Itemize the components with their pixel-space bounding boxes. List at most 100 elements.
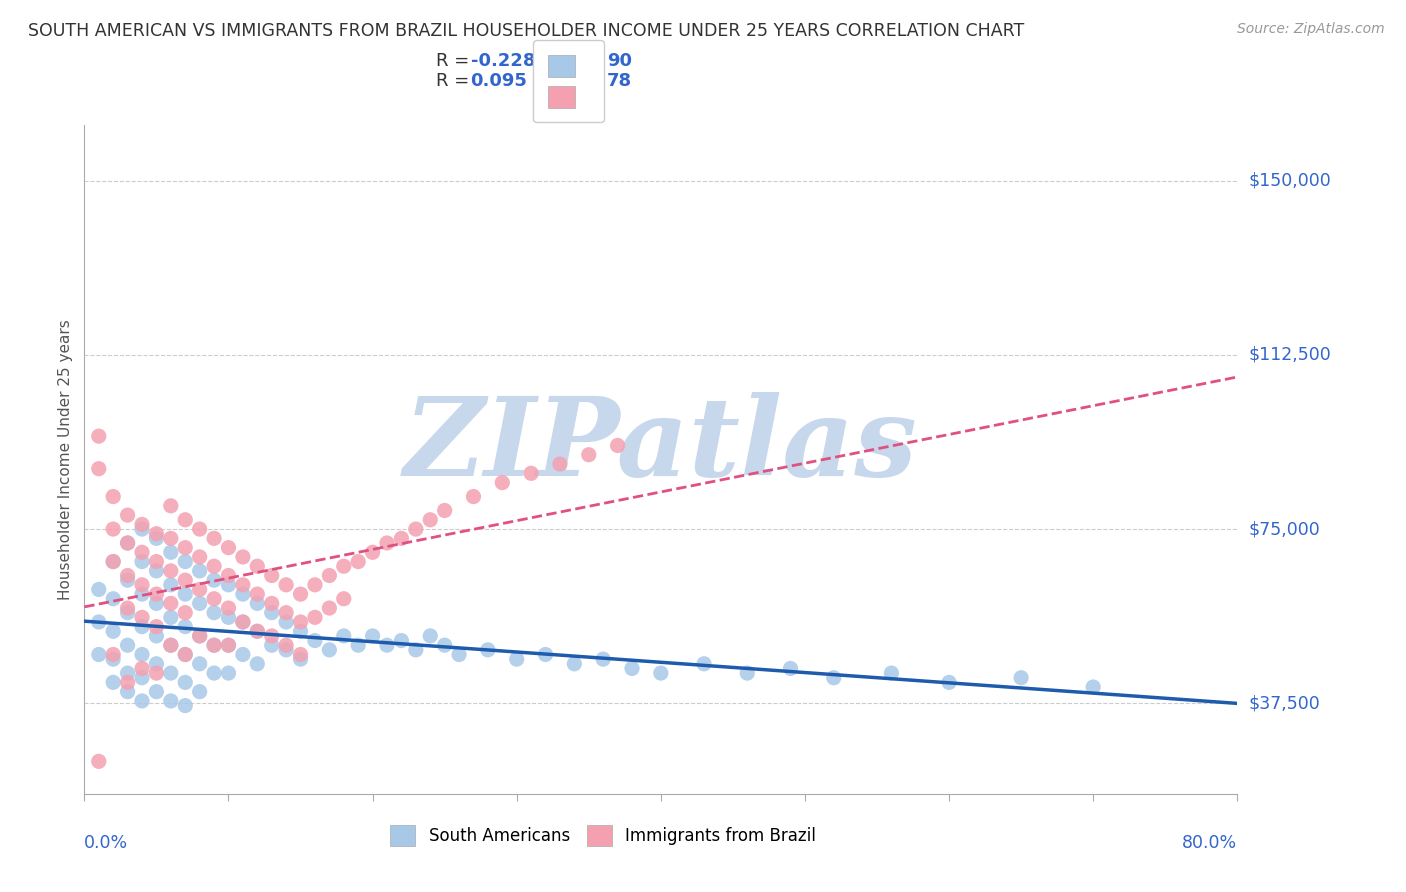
Point — [218, 666, 240, 681]
Point — [463, 490, 485, 504]
Point — [160, 610, 183, 624]
Point — [548, 457, 571, 471]
Point — [174, 555, 197, 569]
Point — [117, 536, 139, 550]
Point — [87, 615, 110, 629]
Point — [103, 648, 124, 662]
Point — [276, 638, 298, 652]
Point — [131, 619, 153, 633]
Point — [188, 549, 211, 564]
Point — [779, 661, 801, 675]
Point — [578, 448, 600, 462]
Point — [218, 601, 240, 615]
Point — [103, 675, 124, 690]
Point — [87, 755, 110, 769]
Point — [938, 675, 960, 690]
Point — [232, 648, 254, 662]
Point — [117, 666, 139, 681]
Point — [87, 582, 110, 597]
Point — [491, 475, 513, 490]
Point — [202, 638, 225, 652]
Point — [232, 578, 254, 592]
Point — [246, 624, 269, 639]
Text: 0.095: 0.095 — [471, 72, 527, 90]
Point — [160, 564, 183, 578]
Text: SOUTH AMERICAN VS IMMIGRANTS FROM BRAZIL HOUSEHOLDER INCOME UNDER 25 YEARS CORRE: SOUTH AMERICAN VS IMMIGRANTS FROM BRAZIL… — [28, 22, 1025, 40]
Point — [117, 638, 139, 652]
Text: -0.228: -0.228 — [471, 53, 536, 70]
Point — [188, 629, 211, 643]
Point — [419, 629, 441, 643]
Point — [160, 638, 183, 652]
Point — [405, 643, 427, 657]
Point — [117, 684, 139, 698]
Point — [174, 619, 197, 633]
Point — [218, 541, 240, 555]
Point — [174, 573, 197, 587]
Point — [606, 438, 628, 452]
Point — [188, 564, 211, 578]
Point — [87, 461, 110, 475]
Text: $75,000: $75,000 — [1249, 520, 1320, 538]
Point — [246, 624, 269, 639]
Point — [145, 555, 167, 569]
Point — [188, 596, 211, 610]
Point — [693, 657, 716, 671]
Point — [145, 619, 167, 633]
Point — [232, 615, 254, 629]
Point — [160, 694, 183, 708]
Text: 80.0%: 80.0% — [1182, 834, 1237, 852]
Y-axis label: Householder Income Under 25 years: Householder Income Under 25 years — [58, 319, 73, 599]
Point — [375, 638, 398, 652]
Text: N =: N = — [568, 53, 609, 70]
Point — [188, 629, 211, 643]
Point — [737, 666, 759, 681]
Text: 78: 78 — [606, 72, 631, 90]
Point — [260, 568, 283, 582]
Point — [375, 536, 398, 550]
Point — [276, 643, 298, 657]
Point — [202, 638, 225, 652]
Point — [145, 587, 167, 601]
Point — [145, 596, 167, 610]
Point — [188, 657, 211, 671]
Point — [145, 666, 167, 681]
Point — [174, 648, 197, 662]
Point — [131, 545, 153, 559]
Point — [433, 638, 456, 652]
Point — [160, 666, 183, 681]
Point — [232, 615, 254, 629]
Point — [592, 652, 614, 666]
Point — [145, 526, 167, 541]
Point — [218, 578, 240, 592]
Point — [621, 661, 644, 675]
Point — [103, 522, 124, 536]
Text: R =: R = — [436, 53, 475, 70]
Point — [361, 545, 384, 559]
Text: 90: 90 — [606, 53, 631, 70]
Point — [145, 629, 167, 643]
Point — [290, 587, 312, 601]
Point — [823, 671, 845, 685]
Point — [290, 652, 312, 666]
Point — [304, 633, 326, 648]
Point — [103, 555, 124, 569]
Point — [506, 652, 529, 666]
Point — [202, 591, 225, 606]
Point — [117, 508, 139, 523]
Point — [290, 648, 312, 662]
Point — [117, 573, 139, 587]
Point — [218, 568, 240, 582]
Point — [174, 698, 197, 713]
Point — [145, 564, 167, 578]
Point — [188, 582, 211, 597]
Text: $112,500: $112,500 — [1249, 346, 1331, 364]
Legend: South Americans, Immigrants from Brazil: South Americans, Immigrants from Brazil — [384, 819, 823, 853]
Point — [174, 675, 197, 690]
Point — [246, 559, 269, 574]
Point — [202, 532, 225, 546]
Point — [188, 522, 211, 536]
Point — [477, 643, 499, 657]
Text: N =: N = — [568, 72, 609, 90]
Point — [188, 684, 211, 698]
